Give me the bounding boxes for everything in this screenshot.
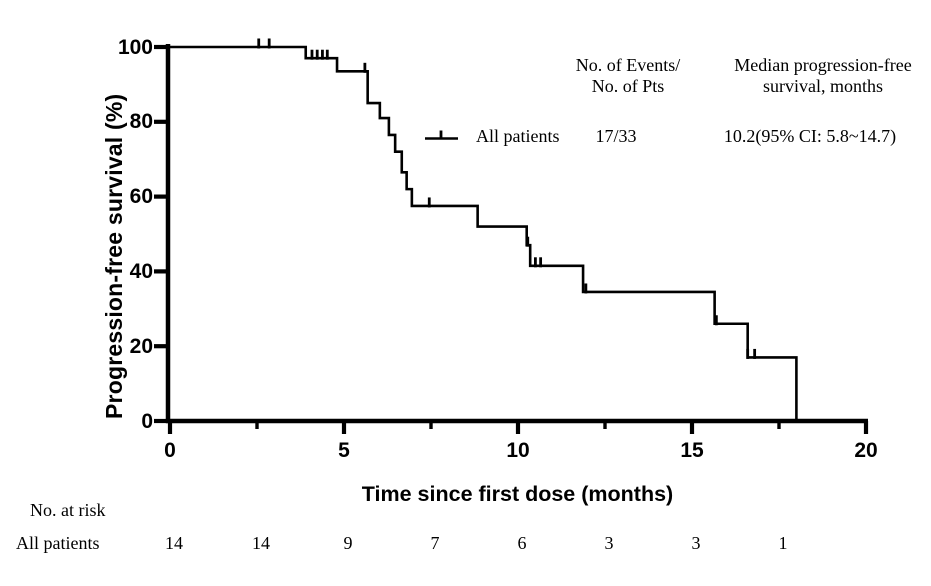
risk-count-t0: 14 xyxy=(165,533,183,553)
censor-marks xyxy=(257,38,757,359)
y-tick-label-40: 40 xyxy=(129,259,153,283)
risk-count-t15: 3 xyxy=(691,533,701,553)
legend-series-label: All patients xyxy=(476,126,560,146)
legend-events-header-line1: No. of Events/ xyxy=(575,55,681,75)
risk-count-t17.5: 1 xyxy=(778,533,788,553)
axis-ticks xyxy=(154,44,869,434)
risk-count-t10: 6 xyxy=(517,533,527,553)
x-tick-label-0: 0 xyxy=(164,439,176,462)
legend-events-value: 17/33 xyxy=(595,126,637,146)
x-tick-label-20: 20 xyxy=(854,439,878,462)
risk-count-t2.5: 14 xyxy=(252,533,270,553)
x-tick-label-15: 15 xyxy=(680,439,704,462)
legend-median-header-line2: survival, months xyxy=(763,76,883,97)
legend-series-symbol xyxy=(425,130,458,140)
y-tick-label-0: 0 xyxy=(141,409,153,433)
x-tick-label-10: 10 xyxy=(506,439,530,462)
risk-row-label: All patients xyxy=(16,533,100,553)
km-curve xyxy=(170,45,798,421)
risk-count-t5: 9 xyxy=(343,533,353,553)
y-axis-title: Progression-free survival (%) xyxy=(101,93,127,419)
legend-median-header: Median progression-free survival, months xyxy=(700,55,931,97)
risk-table-title: No. at risk xyxy=(30,500,106,520)
risk-count-t7.5: 7 xyxy=(430,533,440,553)
x-tick-label-5: 5 xyxy=(338,439,350,462)
legend-median-header-line1: Median progression-free xyxy=(734,55,912,75)
legend-median-value: 10.2(95% CI: 5.8~14.7) xyxy=(723,126,897,146)
risk-count-t12.5: 3 xyxy=(604,533,614,553)
km-step-path-all-patients xyxy=(170,45,798,421)
axes xyxy=(165,44,868,424)
legend-events-header: No. of Events/ No. of Pts xyxy=(528,55,728,97)
y-tick-label-80: 80 xyxy=(129,110,153,134)
y-tick-label-60: 60 xyxy=(129,185,153,209)
y-tick-label-100: 100 xyxy=(117,35,153,59)
x-axis-title: Time since first dose (months) xyxy=(361,482,674,506)
y-tick-label-20: 20 xyxy=(129,334,153,358)
legend-events-header-line2: No. of Pts xyxy=(591,76,665,97)
